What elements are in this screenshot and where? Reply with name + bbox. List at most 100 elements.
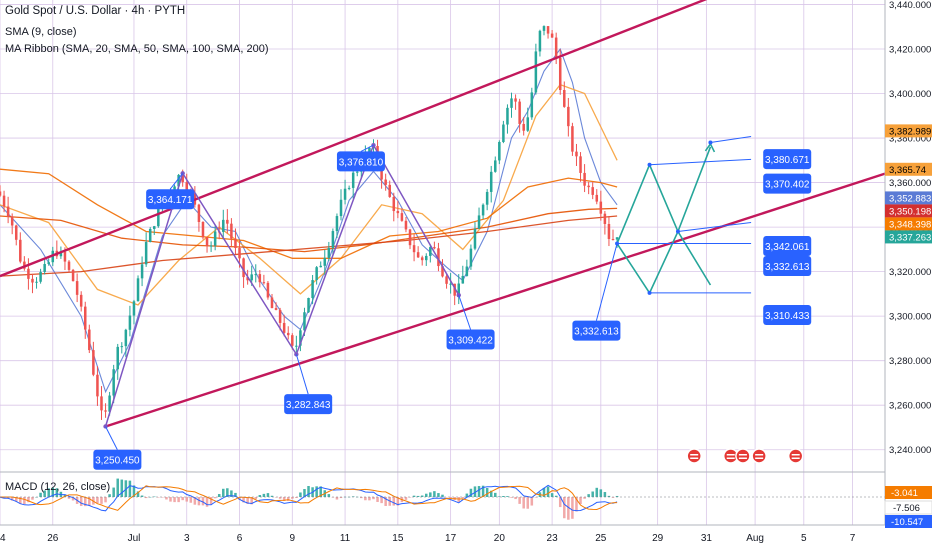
time-tick-label: 6 xyxy=(237,533,243,544)
candle-body xyxy=(526,117,530,131)
arrow-dot xyxy=(647,162,652,167)
macd-histogram-bar xyxy=(494,492,497,497)
candle-body xyxy=(75,281,79,295)
macd-histogram-bar xyxy=(250,497,253,505)
time-tick-label: 5 xyxy=(801,533,807,544)
candle-body xyxy=(396,211,400,214)
candle-body xyxy=(27,268,30,279)
candle-body xyxy=(258,274,262,283)
macd-histogram-bar xyxy=(209,497,213,505)
macd-histogram-bar xyxy=(550,493,554,497)
candle-body xyxy=(494,160,497,172)
macd-histogram-bar xyxy=(197,497,201,506)
event-icons[interactable] xyxy=(686,448,804,464)
macd-histogram-bar xyxy=(254,497,258,500)
macd-histogram-bar xyxy=(112,487,115,497)
price-axis[interactable]: 3,440.000 3,420.000 3,400.000 3,380.000 3,36… xyxy=(884,0,932,550)
macd-histogram-bar xyxy=(169,497,172,502)
candle-body xyxy=(400,213,404,221)
candle-body xyxy=(209,245,213,247)
callout-label: 3,376.810 xyxy=(339,157,384,168)
candle-body xyxy=(481,204,485,216)
macd-histogram-bar xyxy=(161,497,164,498)
ma-line xyxy=(0,215,618,277)
callout-box xyxy=(763,236,812,256)
sma-legend[interactable]: SMA (9, close) xyxy=(5,26,77,38)
macd-histogram-bar xyxy=(307,486,310,497)
callout-pointer xyxy=(295,354,309,395)
macd-histogram-bar xyxy=(79,497,83,506)
macd-histogram-bar xyxy=(392,497,396,506)
macd-histogram-bar xyxy=(364,497,367,501)
candle-body xyxy=(43,263,46,272)
ma-ribbon-legend[interactable]: MA Ribbon (SMA, 20, SMA, 50, SMA, 100, S… xyxy=(5,43,269,55)
macd-histogram-bar xyxy=(607,495,611,497)
candle-body xyxy=(112,369,115,396)
symbol-title[interactable]: Gold Spot / U.S. Dollar · 4h · PYTH xyxy=(5,5,186,17)
time-axis[interactable]: 24 26 Jul 3 6 9 11 15 17 20 23 25 29 31 Aug 5 7 xyxy=(0,524,885,544)
event-flag-stripe xyxy=(791,457,800,459)
callout-label: 3,380.671 xyxy=(765,155,810,166)
time-tick-label: 7 xyxy=(850,533,856,544)
candle-body xyxy=(47,262,50,264)
macd-histogram-bar xyxy=(579,497,582,505)
time-tick-label: 3 xyxy=(184,533,190,544)
macd-histogram-bar xyxy=(534,497,538,498)
candle-body xyxy=(63,251,67,262)
macd-histogram-bar xyxy=(258,495,262,497)
macd-histogram-bar xyxy=(327,494,331,497)
time-tick-label: 17 xyxy=(445,533,457,544)
candle-body xyxy=(278,309,282,323)
candle-body xyxy=(262,282,266,284)
candle-body xyxy=(136,278,140,302)
macd-histogram-bar xyxy=(144,497,148,499)
candle-body xyxy=(250,274,253,281)
price-tag-label: 3,365.74 xyxy=(889,165,926,176)
arrow-dot xyxy=(647,290,652,295)
price-tag xyxy=(885,230,932,244)
event-flag-icon xyxy=(787,448,804,464)
candle-body xyxy=(449,283,452,285)
candle-body xyxy=(197,204,201,222)
swing-point xyxy=(456,292,461,298)
candle-body xyxy=(420,257,424,261)
candle-body xyxy=(35,281,38,283)
candle-body xyxy=(59,251,63,257)
candle-body xyxy=(315,267,318,281)
candle-body xyxy=(437,248,440,267)
macd-histogram-bar xyxy=(213,497,217,499)
candle-body xyxy=(506,107,509,125)
macd-histogram-bar xyxy=(465,493,469,497)
callout-box xyxy=(763,305,812,326)
macd-legend[interactable]: MACD (12, 26, close) xyxy=(5,481,111,493)
event-flag-stripe xyxy=(755,457,764,459)
candle-body xyxy=(457,283,460,296)
macd-histogram-bar xyxy=(575,497,578,512)
macd-histogram-bar xyxy=(425,493,428,497)
candle-body xyxy=(603,213,607,224)
price-tag-label: 3,350.198 xyxy=(889,206,931,217)
callout-label: 3,309.422 xyxy=(448,336,493,347)
macd-histogram-bar xyxy=(396,497,400,506)
macd-histogram-bar xyxy=(603,492,607,497)
candle-body xyxy=(140,264,144,279)
macd-histogram-bar xyxy=(185,497,189,502)
macd-histogram-bar xyxy=(502,496,505,497)
macd-histogram-bar xyxy=(351,496,355,497)
candle-body xyxy=(173,186,176,192)
macd-histogram-bar xyxy=(116,478,119,497)
candle-body xyxy=(575,151,578,157)
candle-body xyxy=(518,101,521,124)
event-flag-stripe xyxy=(791,454,800,456)
candle-body xyxy=(79,294,83,307)
candle-body xyxy=(83,306,87,330)
macd-histogram-bar xyxy=(477,486,481,497)
macd-histogram-bar xyxy=(83,497,87,507)
candle-body xyxy=(412,245,416,253)
macd-histogram-bar xyxy=(23,497,26,505)
candle-body xyxy=(392,196,396,212)
candle-body xyxy=(445,276,448,284)
macd-histogram-bar xyxy=(100,497,103,504)
candle-body xyxy=(465,266,469,276)
